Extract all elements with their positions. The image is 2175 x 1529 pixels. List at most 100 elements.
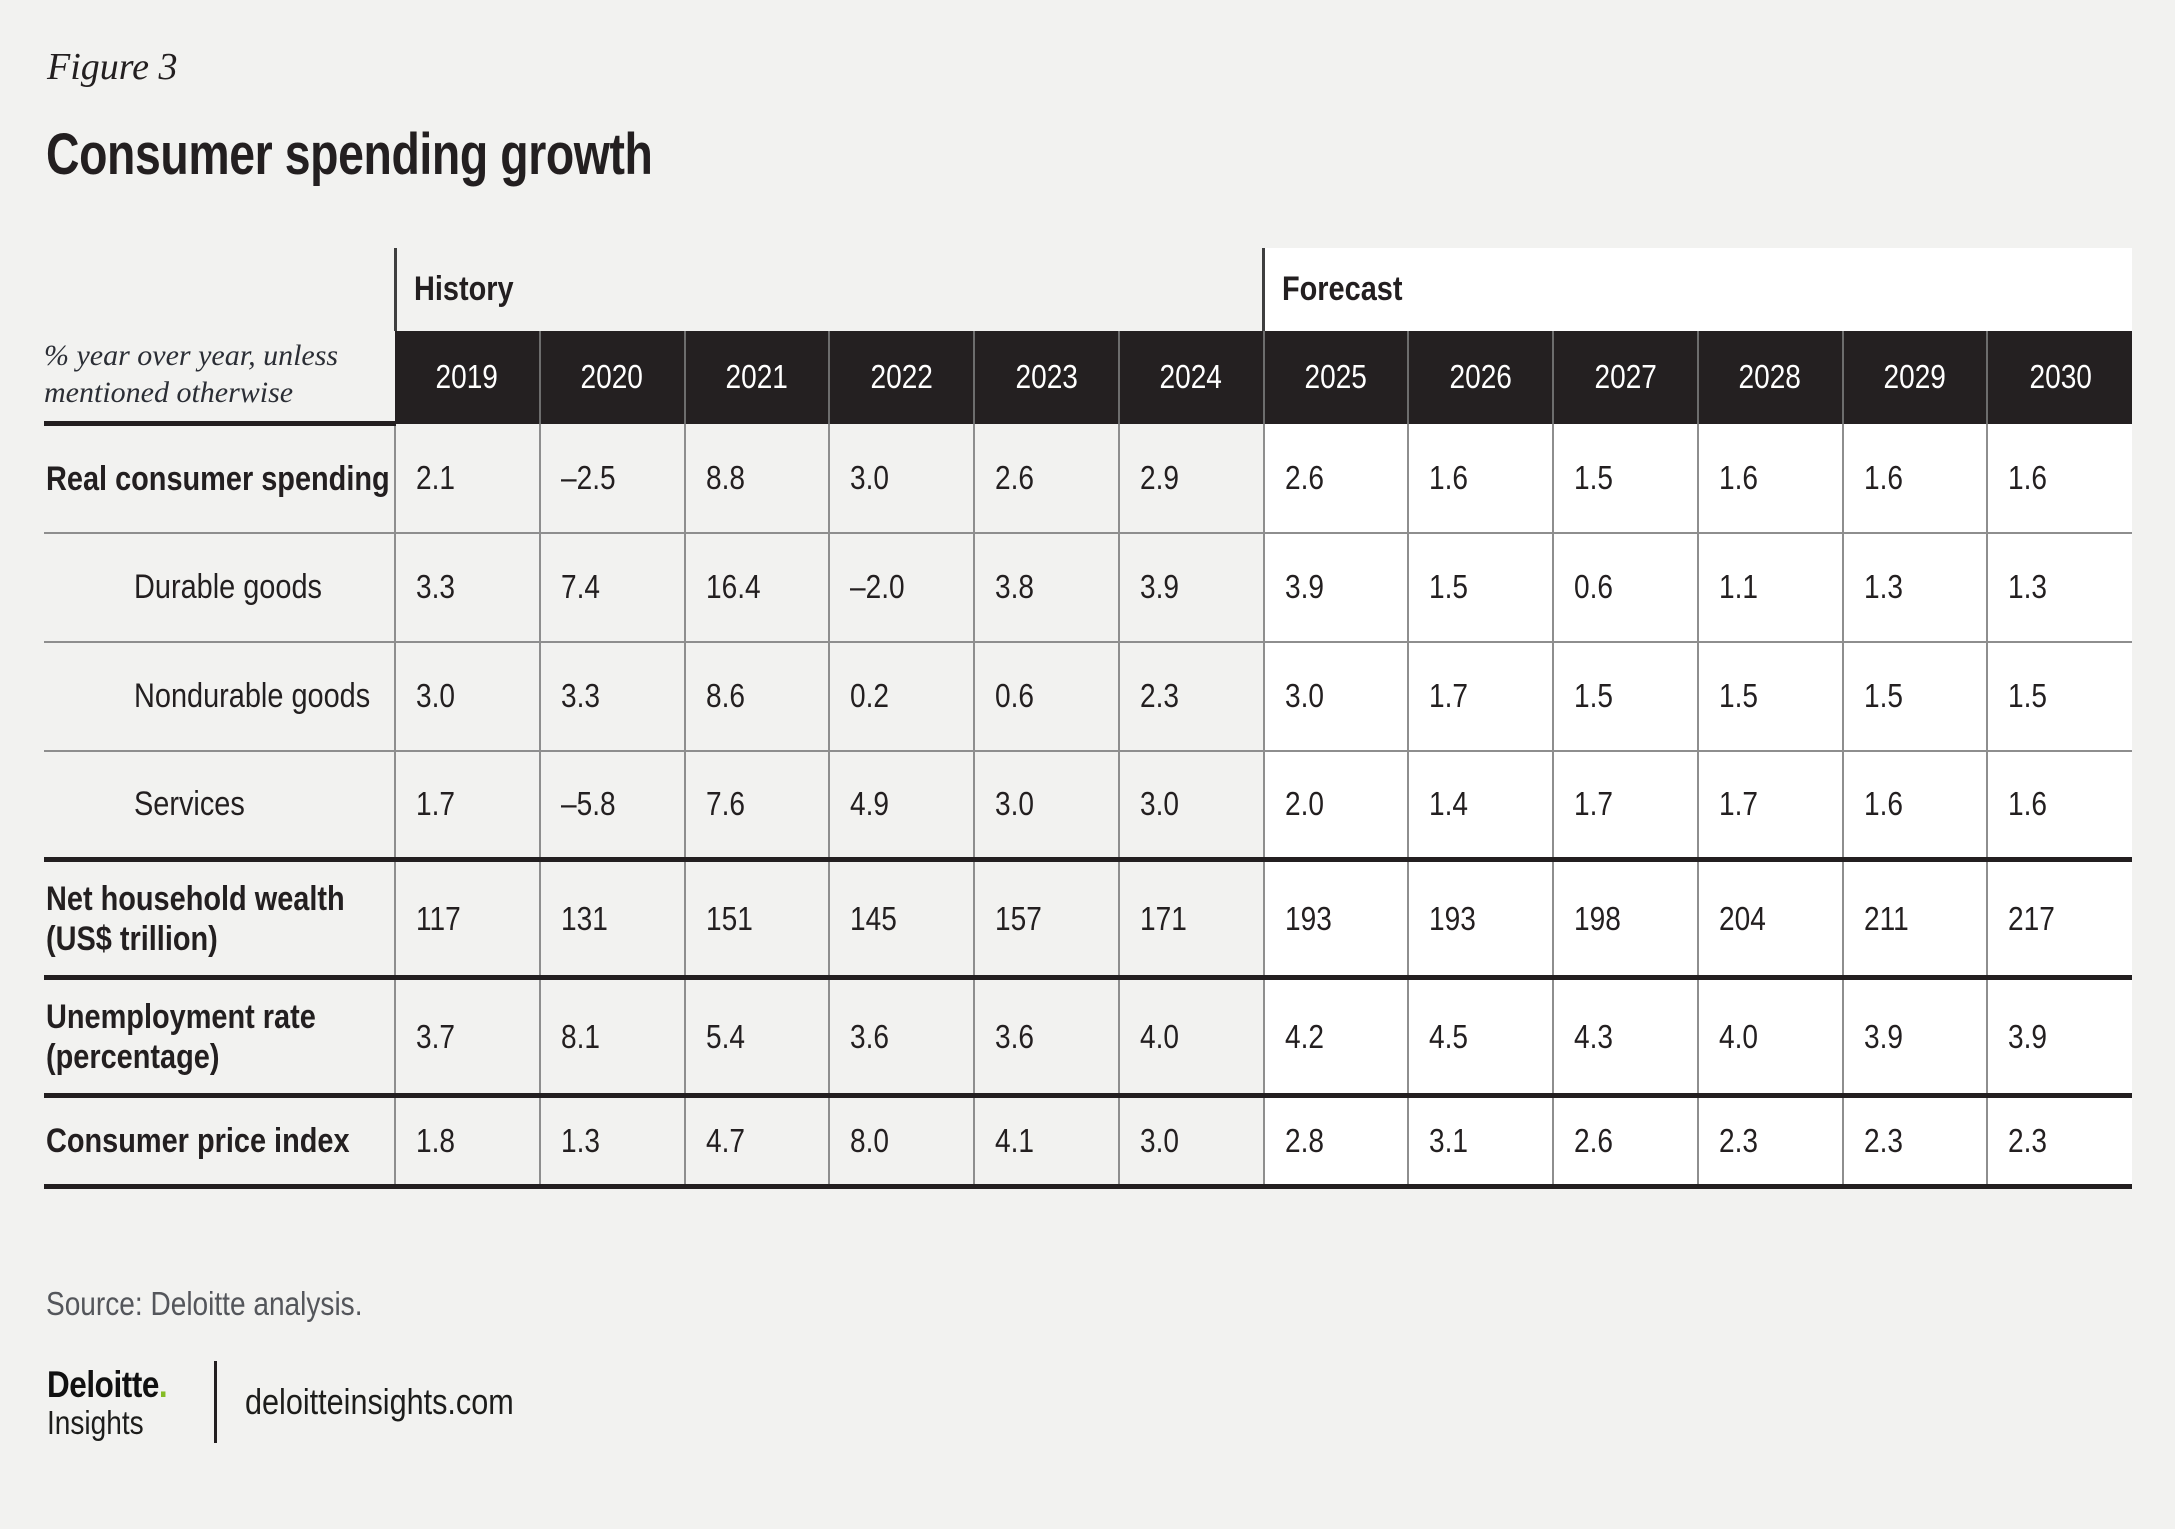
cell-nondurable-goods-2021: 8.6: [683, 641, 830, 752]
row-label-durable-goods: Durable goods: [44, 532, 395, 643]
cell-value: 2.3: [2008, 1122, 2048, 1159]
cell-value: 2.8: [1284, 1122, 1324, 1159]
year-header-text: 2021: [725, 358, 789, 396]
brand-green-dot: .: [158, 1363, 168, 1405]
cell-value: 8.1: [560, 1017, 600, 1055]
cell-value: 4.9: [850, 785, 890, 823]
cell-value: 3.3: [416, 568, 455, 605]
cell-unemployment-rate-percentage-2024: 4.0: [1117, 977, 1264, 1098]
cell-value: 1.3: [560, 1122, 600, 1159]
cell-value: 1.7: [1718, 785, 1758, 823]
year-header-text: 2028: [1738, 358, 1802, 396]
cell-net-household-wealth-us-trillion-2030: 217: [1986, 859, 2133, 980]
cell-services-2024: 3.0: [1117, 750, 1264, 862]
cell-value: 0.6: [1574, 568, 1614, 605]
row-label-net-household-wealth-us-trillion: Net household wealth (US$ trillion): [44, 859, 395, 980]
cell-durable-goods-2019: 3.3: [394, 532, 540, 643]
cell-value: 0.6: [995, 677, 1034, 714]
cell-real-consumer-spending-2028: 1.6: [1696, 423, 1843, 534]
cell-consumer-price-index-2026: 3.1: [1407, 1095, 1554, 1189]
cell-net-household-wealth-us-trillion-2020: 131: [538, 859, 685, 980]
cell-real-consumer-spending-2029: 1.6: [1841, 423, 1988, 534]
cell-value: 3.6: [995, 1017, 1034, 1055]
cell-services-2029: 1.6: [1841, 750, 1988, 862]
row-label-real-consumer-spending: Real consumer spending: [44, 423, 395, 534]
figure-label: Figure 3: [47, 46, 178, 88]
row-label-line: Net household wealth: [46, 879, 345, 918]
cell-value: 217: [2008, 899, 2056, 937]
unit-note: % year over year, unless mentioned other…: [44, 331, 395, 426]
table-row-services: Services 1.7 –5.8 7.6 4.9 3.0 3.0 2.0 1.4 1.7 1.7 1…: [44, 750, 2133, 862]
cell-real-consumer-spending-2021: 8.8: [683, 423, 830, 534]
cell-unemployment-rate-percentage-2029: 3.9: [1841, 977, 1988, 1098]
row-label-line: Unemployment rate: [46, 997, 316, 1036]
cell-services-2028: 1.7: [1696, 750, 1843, 862]
table-row-unemployment-rate-percentage: Unemployment rate (percentage) 3.7 8.1 5.4 3.…: [44, 977, 2133, 1098]
deloitte-insights-logo: Deloitte. Insights: [47, 1363, 188, 1440]
cell-consumer-price-index-2022: 8.0: [828, 1095, 974, 1189]
cell-real-consumer-spending-2030: 1.6: [1986, 423, 2133, 534]
year-header-2029: 2029: [1841, 331, 1988, 424]
cell-real-consumer-spending-2020: –2.5: [538, 423, 685, 534]
group-header-spacer: [44, 248, 395, 331]
cell-value: 3.0: [1284, 677, 1324, 714]
cell-durable-goods-2020: 7.4: [538, 532, 685, 643]
cell-value: 3.7: [416, 1017, 455, 1055]
table-row-real-consumer-spending: Real consumer spending 2.1 –2.5 8.8 3.0 2.6 2.…: [44, 423, 2133, 534]
cell-net-household-wealth-us-trillion-2026: 193: [1407, 859, 1554, 980]
consumer-spending-table: History Forecast % year over year, unless …: [44, 248, 2133, 1189]
cell-real-consumer-spending-2024: 2.9: [1117, 423, 1264, 534]
year-header-2023: 2023: [973, 331, 1119, 424]
cell-value: 8.8: [705, 458, 745, 496]
cell-value: 4.2: [1284, 1017, 1324, 1055]
cell-net-household-wealth-us-trillion-2025: 193: [1262, 859, 1409, 980]
cell-nondurable-goods-2019: 3.0: [394, 641, 540, 752]
cell-value: –2.5: [560, 458, 616, 496]
cell-value: 171: [1139, 899, 1187, 937]
cell-net-household-wealth-us-trillion-2024: 171: [1117, 859, 1264, 980]
cell-value: 4.1: [995, 1122, 1034, 1159]
cell-durable-goods-2026: 1.5: [1407, 532, 1554, 643]
cell-value: –5.8: [560, 785, 616, 823]
cell-services-2019: 1.7: [394, 750, 540, 862]
cell-value: 3.0: [1139, 1122, 1179, 1159]
year-header-2030: 2030: [1986, 331, 2133, 424]
cell-value: 3.0: [416, 677, 455, 714]
year-header-2020: 2020: [538, 331, 685, 424]
year-header-2028: 2028: [1696, 331, 1843, 424]
brand-wordmark: Deloitte.: [47, 1363, 168, 1405]
cell-nondurable-goods-2023: 0.6: [973, 641, 1119, 752]
cell-consumer-price-index-2021: 4.7: [683, 1095, 830, 1189]
cell-value: 151: [705, 899, 753, 937]
cell-value: 1.8: [416, 1122, 455, 1159]
cell-value: 5.4: [705, 1017, 745, 1055]
cell-net-household-wealth-us-trillion-2028: 204: [1696, 859, 1843, 980]
row-label-unemployment-rate-percentage: Unemployment rate (percentage): [44, 977, 395, 1098]
cell-unemployment-rate-percentage-2025: 4.2: [1262, 977, 1409, 1098]
cell-value: 3.0: [1139, 785, 1179, 823]
cell-services-2023: 3.0: [973, 750, 1119, 862]
cell-value: 3.1: [1429, 1122, 1469, 1159]
cell-real-consumer-spending-2022: 3.0: [828, 423, 974, 534]
group-label-text: Forecast: [1282, 270, 1403, 308]
cell-value: 211: [1863, 899, 1909, 937]
cell-durable-goods-2022: –2.0: [828, 532, 974, 643]
cell-value: 2.6: [995, 458, 1034, 496]
site-url: deloitteinsights.com: [245, 1381, 561, 1423]
table-row-consumer-price-index: Consumer price index 1.8 1.3 4.7 8.0 4.1 3.0 2.…: [44, 1095, 2133, 1189]
cell-net-household-wealth-us-trillion-2023: 157: [973, 859, 1119, 980]
cell-value: 1.6: [2008, 785, 2048, 823]
cell-unemployment-rate-percentage-2022: 3.6: [828, 977, 974, 1098]
cell-durable-goods-2025: 3.9: [1262, 532, 1409, 643]
cell-value: 3.0: [850, 458, 890, 496]
page-title-text: Consumer spending growth: [46, 122, 653, 187]
year-header-2025: 2025: [1262, 331, 1409, 424]
cell-nondurable-goods-2026: 1.7: [1407, 641, 1554, 752]
site-url-text: deloitteinsights.com: [245, 1381, 515, 1422]
cell-value: 2.3: [1863, 1122, 1903, 1159]
cell-value: 4.0: [1139, 1017, 1179, 1055]
year-header-text: 2025: [1304, 358, 1368, 396]
cell-value: 1.7: [416, 785, 455, 823]
cell-value: 1.5: [1863, 677, 1903, 714]
cell-value: 1.6: [1863, 785, 1903, 823]
